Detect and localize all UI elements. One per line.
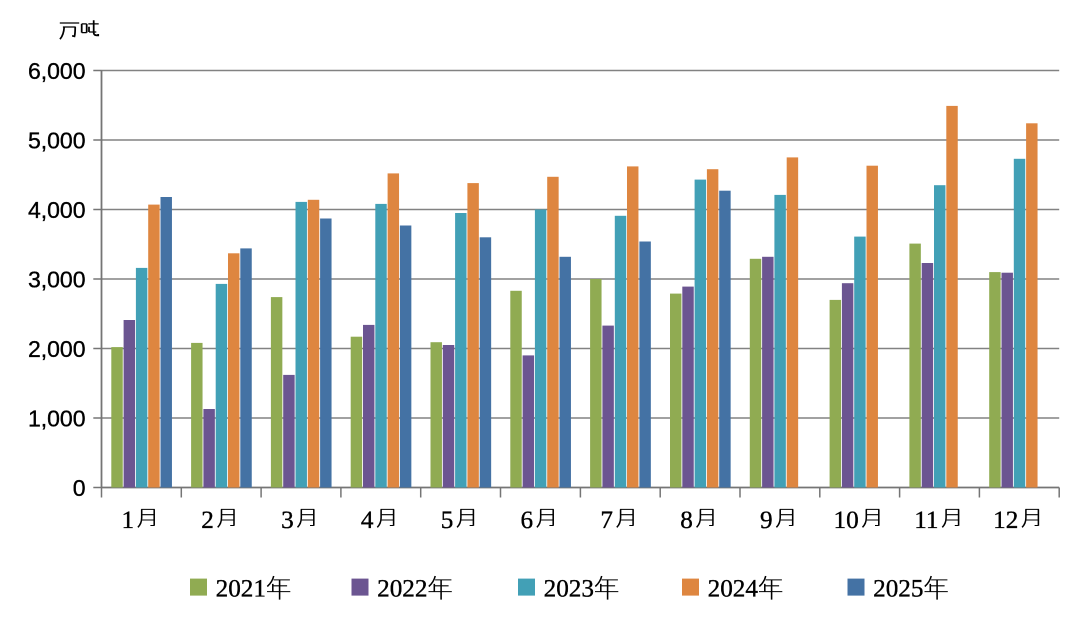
svg-text:4,000: 4,000 <box>28 197 86 223</box>
svg-text:5,000: 5,000 <box>28 128 86 154</box>
svg-text:6: 6 <box>521 507 534 534</box>
svg-text:4: 4 <box>361 507 374 534</box>
svg-text:2025: 2025 <box>873 576 923 603</box>
svg-text:12: 12 <box>993 507 1018 534</box>
svg-text:2,000: 2,000 <box>28 336 86 362</box>
svg-text:2023: 2023 <box>544 576 594 603</box>
svg-text:3: 3 <box>281 507 294 534</box>
svg-text:2024: 2024 <box>708 576 759 603</box>
svg-text:8: 8 <box>680 507 693 534</box>
svg-text:11: 11 <box>914 507 938 534</box>
svg-text:9: 9 <box>760 507 773 534</box>
svg-text:1: 1 <box>122 507 135 534</box>
svg-text:1,000: 1,000 <box>28 406 86 432</box>
svg-text:6,000: 6,000 <box>28 58 86 84</box>
svg-text:7: 7 <box>600 507 613 534</box>
svg-text:0: 0 <box>73 475 86 501</box>
svg-text:2: 2 <box>201 507 214 534</box>
svg-text:2022: 2022 <box>377 576 427 603</box>
svg-text:10: 10 <box>834 507 859 534</box>
svg-text:2021: 2021 <box>216 576 266 603</box>
svg-text:5: 5 <box>441 507 454 534</box>
svg-text:3,000: 3,000 <box>28 267 86 293</box>
